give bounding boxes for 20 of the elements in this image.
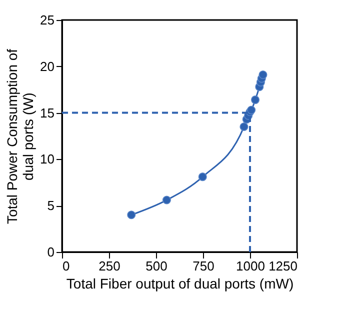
point	[198, 172, 207, 182]
point	[127, 210, 136, 220]
y-axis-title: Total Power Consumption of dual ports (W)	[4, 48, 36, 224]
y-tick-label: 25	[40, 12, 54, 28]
x-tick-label: 0	[62, 258, 70, 274]
point	[162, 196, 171, 204]
y-tick-label: 0	[47, 244, 54, 260]
point	[258, 70, 268, 80]
y-tick-label: 15	[40, 105, 54, 120]
y-tick-label: 10	[40, 152, 54, 167]
point	[250, 96, 260, 104]
x-tick-label: 1000	[236, 258, 265, 274]
x-tick-label: 750	[192, 258, 214, 274]
y-tick-label: 20	[40, 58, 54, 74]
x-tick-label: 250	[98, 258, 120, 274]
point	[240, 122, 248, 131]
x-axis-title: Total Fiber output of dual ports (mW)	[66, 276, 294, 292]
x-tick-label: 500	[146, 258, 168, 274]
x-tick-label: 1250	[268, 258, 298, 274]
y-tick-label: 5	[47, 198, 54, 214]
